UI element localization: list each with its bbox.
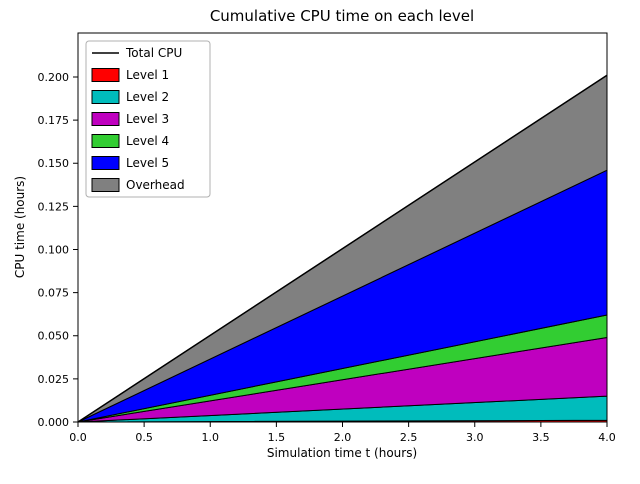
total-cpu-line — [77, 74, 608, 423]
legend-label-level-4: Level 4 — [126, 134, 169, 148]
legend: Total CPU Level 1 Level 2 Level 3 Level 4 Lev… — [85, 40, 211, 198]
plot-area: 0.0 0.5 1.0 1.5 2.0 2.5 3.0 3.5 4.0 0.000 0.025 0.0… — [38, 32, 616, 444]
legend-label-level-5: Level 5 — [126, 156, 169, 170]
x-axis-label: Simulation time t (hours) — [267, 446, 417, 460]
y-tick-label: 0.150 — [38, 157, 70, 170]
x-tick-label: 1.5 — [268, 431, 286, 444]
y-axis-label: CPU time (hours) — [13, 176, 27, 278]
x-tick-label: 4.0 — [598, 431, 616, 444]
legend-sample-patch-level-3 — [91, 112, 120, 126]
y-tick-label: 0.125 — [38, 200, 70, 213]
legend-label-level-3: Level 3 — [126, 112, 169, 126]
x-tick-label: 3.0 — [466, 431, 484, 444]
chart-title: Cumulative CPU time on each level — [210, 7, 474, 25]
legend-sample-patch-level-1 — [91, 68, 120, 82]
x-tick-label: 1.0 — [202, 431, 220, 444]
x-tick-label: 0.5 — [135, 431, 153, 444]
y-tick-label: 0.100 — [38, 243, 70, 256]
y-tick-label: 0.075 — [38, 287, 70, 300]
legend-label-level-1: Level 1 — [126, 68, 169, 82]
x-tick-label: 0.0 — [69, 431, 87, 444]
x-tick-label: 2.5 — [400, 431, 418, 444]
y-tick-label: 0.200 — [38, 71, 70, 84]
y-tick-label: 0.025 — [38, 373, 70, 386]
x-tick-label: 2.0 — [334, 431, 352, 444]
legend-label-overhead: Overhead — [126, 178, 185, 192]
legend-sample-patch-level-4 — [91, 134, 120, 148]
legend-sample-patch-overhead — [91, 178, 120, 192]
y-tick-label: 0.000 — [38, 416, 70, 429]
legend-sample-patch-level-2 — [91, 90, 120, 104]
legend-sample-patch-level-5 — [91, 156, 120, 170]
x-tick-label: 3.5 — [532, 431, 550, 444]
y-tick-label: 0.175 — [38, 114, 70, 127]
legend-label-total-cpu: Total CPU — [125, 46, 182, 60]
y-tick-label: 0.050 — [38, 330, 70, 343]
legend-label-level-2: Level 2 — [126, 90, 169, 104]
